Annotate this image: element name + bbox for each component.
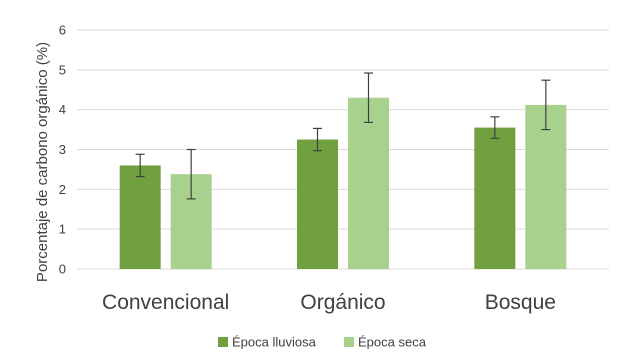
y-axis-label: Porcentaje de carbono orgánico (%): [34, 42, 51, 282]
bar: [525, 104, 567, 270]
y-tick-label: 5: [59, 62, 66, 77]
bar: [348, 97, 389, 269]
category-labels: Convencional Orgánico Bosque: [102, 291, 556, 314]
y-tick-label: 0: [59, 262, 66, 277]
y-tick-label: 6: [59, 23, 66, 38]
bar: [119, 165, 161, 269]
bars: [119, 97, 567, 270]
legend-label: Época seca: [358, 335, 427, 350]
legend-label: Época lluviosa: [232, 335, 317, 350]
gridlines: [77, 29, 609, 270]
category-label: Convencional: [102, 291, 229, 314]
y-tick-label: 2: [59, 182, 66, 197]
error-bars: [135, 72, 551, 200]
legend-swatch: [218, 337, 228, 347]
category-label: Bosque: [485, 291, 556, 314]
y-tick-label: 4: [59, 102, 66, 117]
legend-swatch: [344, 337, 354, 347]
y-tick-label: 1: [59, 222, 66, 237]
legend: Época lluviosa Época seca: [218, 335, 427, 350]
y-tick-label: 3: [59, 142, 66, 157]
y-tick-labels: 0 1 2 3 4 5 6: [59, 23, 66, 277]
bar: [297, 139, 338, 269]
category-label: Orgánico: [300, 291, 385, 314]
bar: [474, 127, 516, 269]
